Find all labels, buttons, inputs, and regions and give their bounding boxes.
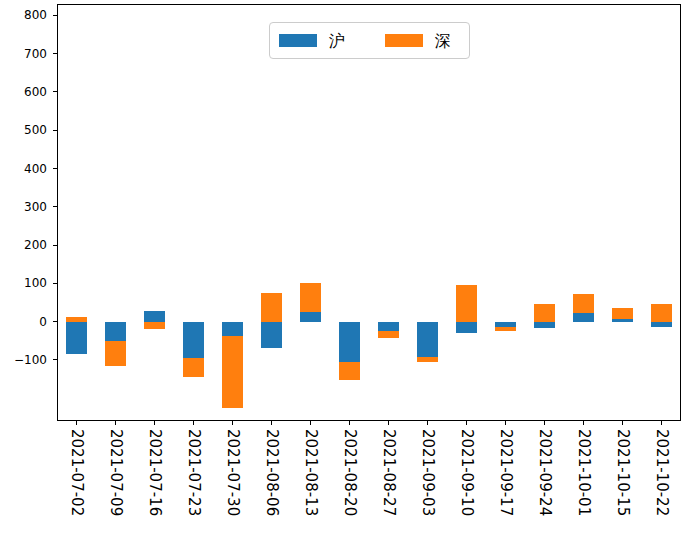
- y-tick-mark: [53, 359, 57, 360]
- x-tick-label: 2021-07-23: [187, 429, 201, 516]
- bar-shen-2021-07-16: [144, 322, 165, 330]
- x-tick-label: 2021-10-15: [616, 429, 630, 516]
- x-tick-label: 2021-08-13: [304, 429, 318, 516]
- x-tick-label: 2021-07-02: [70, 429, 84, 516]
- bar-shen-2021-08-20: [339, 362, 360, 380]
- y-tick-label: 700: [0, 48, 47, 60]
- bar-hu-2021-07-02: [66, 322, 87, 355]
- x-tick-mark: [622, 421, 623, 425]
- bar-shen-2021-10-01: [573, 294, 594, 313]
- y-tick-mark: [53, 321, 57, 322]
- y-tick-label: 500: [0, 124, 47, 136]
- bar-hu-2021-10-15: [612, 319, 633, 322]
- bar-hu-2021-08-20: [339, 322, 360, 362]
- x-tick-label: 2021-10-22: [655, 429, 669, 516]
- y-tick-label: 0: [0, 316, 47, 328]
- x-tick-mark: [76, 421, 77, 425]
- y-tick-mark: [53, 245, 57, 246]
- y-tick-label: −100: [0, 354, 47, 366]
- y-tick-label: 200: [0, 239, 47, 251]
- y-tick-mark: [53, 53, 57, 54]
- bar-shen-2021-08-06: [261, 293, 282, 322]
- bar-shen-2021-07-23: [183, 358, 204, 377]
- y-tick-label: 600: [0, 86, 47, 98]
- legend-entry-shen: 深: [385, 33, 451, 49]
- y-tick-mark: [53, 15, 57, 16]
- x-tick-mark: [544, 421, 545, 425]
- y-tick-mark: [53, 130, 57, 131]
- x-tick-label: 2021-08-20: [343, 429, 357, 516]
- legend: 沪 深: [269, 22, 470, 59]
- x-tick-label: 2021-09-24: [538, 429, 552, 516]
- x-tick-label: 2021-09-03: [421, 429, 435, 516]
- bar-shen-2021-07-02: [66, 317, 87, 322]
- bar-hu-2021-07-09: [105, 322, 126, 341]
- x-tick-label: 2021-09-17: [499, 429, 513, 516]
- bar-shen-2021-07-30: [222, 336, 243, 409]
- x-tick-mark: [193, 421, 194, 425]
- bar-hu-2021-08-27: [378, 322, 399, 332]
- bar-hu-2021-07-23: [183, 322, 204, 358]
- bar-shen-2021-07-09: [105, 341, 126, 366]
- bar-shen-2021-10-22: [651, 304, 672, 321]
- y-tick-label: 100: [0, 277, 47, 289]
- x-tick-mark: [232, 421, 233, 425]
- x-tick-label: 2021-08-06: [265, 429, 279, 516]
- x-tick-mark: [349, 421, 350, 425]
- x-tick-mark: [310, 421, 311, 425]
- y-tick-mark: [53, 206, 57, 207]
- x-tick-label: 2021-08-27: [382, 429, 396, 516]
- x-tick-mark: [466, 421, 467, 425]
- x-tick-label: 2021-07-16: [148, 429, 162, 516]
- chart-figure: −100 0 100 200 300 400 500 600 700 800 2021-07-02 2…: [0, 0, 687, 534]
- x-tick-mark: [583, 421, 584, 425]
- bar-shen-2021-10-15: [612, 308, 633, 319]
- y-tick-mark: [53, 283, 57, 284]
- x-tick-mark: [115, 421, 116, 425]
- bar-shen-2021-09-10: [456, 285, 477, 321]
- bar-hu-2021-08-13: [300, 312, 321, 322]
- x-tick-mark: [661, 421, 662, 425]
- x-tick-mark: [388, 421, 389, 425]
- plot-area: [57, 4, 681, 421]
- x-tick-mark: [271, 421, 272, 425]
- bar-hu-2021-08-06: [261, 322, 282, 349]
- x-tick-mark: [154, 421, 155, 425]
- y-tick-label: 300: [0, 201, 47, 213]
- y-tick-mark: [53, 91, 57, 92]
- bar-shen-2021-09-17: [495, 327, 516, 331]
- bar-shen-2021-08-13: [300, 283, 321, 312]
- x-tick-mark: [505, 421, 506, 425]
- bar-hu-2021-09-03: [417, 322, 438, 357]
- y-tick-label: 800: [0, 9, 47, 21]
- bar-shen-2021-09-24: [534, 304, 555, 322]
- bar-shen-2021-09-03: [417, 357, 438, 362]
- y-tick-label: 400: [0, 163, 47, 175]
- x-tick-label: 2021-10-01: [577, 429, 591, 516]
- bar-hu-2021-10-01: [573, 313, 594, 322]
- bar-hu-2021-09-10: [456, 322, 477, 333]
- bar-shen-2021-08-27: [378, 331, 399, 338]
- legend-swatch-shen-icon: [385, 34, 423, 47]
- x-tick-label: 2021-09-10: [460, 429, 474, 516]
- legend-label-hu: 沪: [329, 33, 345, 49]
- bar-hu-2021-07-30: [222, 322, 243, 336]
- y-tick-mark: [53, 168, 57, 169]
- legend-entry-hu: 沪: [279, 33, 345, 49]
- bar-hu-2021-07-16: [144, 311, 165, 322]
- x-tick-mark: [427, 421, 428, 425]
- x-tick-label: 2021-07-09: [109, 429, 123, 516]
- x-tick-label: 2021-07-30: [226, 429, 240, 516]
- bar-hu-2021-10-22: [651, 322, 672, 328]
- bar-hu-2021-09-24: [534, 322, 555, 329]
- legend-swatch-hu-icon: [279, 34, 317, 47]
- legend-label-shen: 深: [435, 33, 451, 49]
